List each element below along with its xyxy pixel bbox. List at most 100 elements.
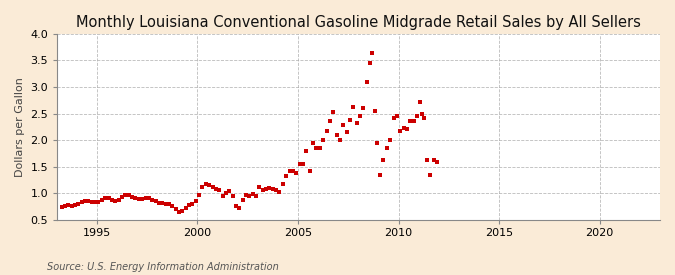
Point (334, 138, 345, 142)
Point (385, 138, 396, 142)
Point (244, 194, 254, 198)
Point (146, 198, 157, 202)
Point (184, 203, 194, 207)
Text: Source: U.S. Energy Information Administration: Source: U.S. Energy Information Administ… (47, 262, 279, 272)
Point (277, 182, 288, 186)
Point (137, 197, 148, 201)
Point (200, 182, 211, 186)
Point (348, 105, 358, 109)
Point (76, 200, 87, 204)
Point (321, 128, 332, 133)
Point (267, 187, 278, 191)
Point (271, 188, 281, 193)
Point (153, 200, 164, 205)
Point (298, 162, 308, 166)
Point (80, 199, 90, 203)
Point (402, 127, 412, 132)
Point (412, 114, 423, 119)
Point (221, 191, 232, 195)
Point (392, 114, 402, 119)
Point (370, 109, 381, 113)
Point (304, 169, 315, 173)
Point (238, 197, 248, 202)
Point (110, 198, 121, 203)
Point (408, 119, 419, 124)
Y-axis label: Dollars per Gallon: Dollars per Gallon (15, 77, 25, 177)
Point (217, 194, 228, 198)
Point (361, 79, 372, 84)
Point (63, 203, 74, 207)
Point (338, 123, 348, 127)
Point (180, 206, 191, 210)
Point (127, 195, 138, 200)
Point (418, 116, 429, 120)
Point (415, 100, 426, 104)
Point (331, 133, 342, 137)
Point (66, 204, 77, 208)
Point (398, 126, 409, 131)
Point (264, 186, 275, 190)
Point (157, 201, 167, 205)
Point (422, 158, 433, 163)
Point (288, 169, 298, 173)
Point (97, 198, 107, 202)
Point (311, 146, 322, 150)
Point (70, 203, 80, 207)
Point (163, 202, 174, 207)
Point (354, 114, 365, 119)
Point (204, 183, 215, 187)
Point (73, 202, 84, 206)
Point (59, 204, 70, 208)
Point (177, 208, 188, 213)
Point (294, 162, 305, 166)
Point (214, 188, 225, 193)
Point (143, 196, 154, 201)
Point (93, 199, 104, 204)
Point (342, 130, 352, 134)
Point (120, 193, 131, 197)
Point (194, 192, 205, 197)
Point (130, 196, 141, 201)
Point (133, 197, 144, 201)
Point (358, 106, 369, 111)
Point (284, 169, 295, 173)
Point (378, 158, 389, 163)
Point (291, 171, 302, 175)
Point (325, 119, 335, 124)
Point (211, 187, 221, 191)
Point (367, 50, 377, 55)
Point (318, 138, 329, 142)
Point (429, 158, 439, 163)
Point (344, 118, 355, 122)
Point (364, 61, 375, 65)
Title: Monthly Louisiana Conventional Gasoline Midgrade Retail Sales by All Sellers: Monthly Louisiana Conventional Gasoline … (76, 15, 641, 30)
Point (395, 128, 406, 133)
Point (117, 195, 128, 200)
Point (227, 194, 238, 198)
Point (254, 185, 265, 189)
Point (170, 207, 181, 211)
Point (190, 198, 201, 203)
Point (432, 160, 443, 164)
Point (103, 196, 114, 201)
Point (388, 116, 399, 120)
Point (416, 111, 427, 116)
Point (167, 204, 178, 209)
Point (140, 196, 151, 200)
Point (257, 188, 268, 193)
Point (425, 172, 436, 177)
Point (234, 206, 244, 210)
Point (247, 192, 258, 196)
Point (328, 110, 339, 115)
Point (250, 194, 261, 198)
Point (405, 119, 416, 124)
Point (160, 202, 171, 207)
Point (107, 198, 117, 202)
Point (187, 202, 198, 206)
Point (371, 141, 382, 145)
Point (381, 146, 392, 150)
Point (100, 196, 111, 201)
Point (56, 205, 67, 210)
Point (173, 210, 184, 214)
Point (274, 190, 285, 194)
